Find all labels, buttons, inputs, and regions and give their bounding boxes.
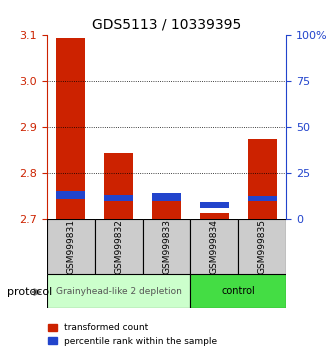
Text: GSM999833: GSM999833 [162, 219, 171, 274]
FancyBboxPatch shape [190, 219, 238, 274]
Bar [152, 193, 181, 201]
Text: protocol: protocol [7, 287, 52, 297]
FancyBboxPatch shape [238, 219, 286, 274]
Text: GSM999834: GSM999834 [210, 219, 219, 274]
Bar [200, 202, 229, 208]
Text: GDS5113 / 10339395: GDS5113 / 10339395 [92, 18, 241, 32]
Text: GSM999832: GSM999832 [114, 219, 123, 274]
Bar [56, 191, 85, 199]
FancyBboxPatch shape [47, 274, 190, 308]
FancyBboxPatch shape [95, 219, 143, 274]
Bar [152, 199, 181, 219]
Text: Grainyhead-like 2 depletion: Grainyhead-like 2 depletion [56, 287, 181, 296]
Bar [248, 139, 277, 219]
Bar [104, 153, 133, 219]
FancyBboxPatch shape [190, 274, 286, 308]
FancyBboxPatch shape [143, 219, 190, 274]
Text: GSM999835: GSM999835 [258, 219, 267, 274]
FancyBboxPatch shape [47, 219, 95, 274]
Bar [248, 195, 277, 201]
Bar [56, 38, 85, 219]
Bar [104, 195, 133, 201]
Legend: transformed count, percentile rank within the sample: transformed count, percentile rank withi… [45, 320, 221, 349]
Bar [200, 213, 229, 219]
Text: control: control [221, 286, 255, 296]
Text: GSM999831: GSM999831 [66, 219, 75, 274]
